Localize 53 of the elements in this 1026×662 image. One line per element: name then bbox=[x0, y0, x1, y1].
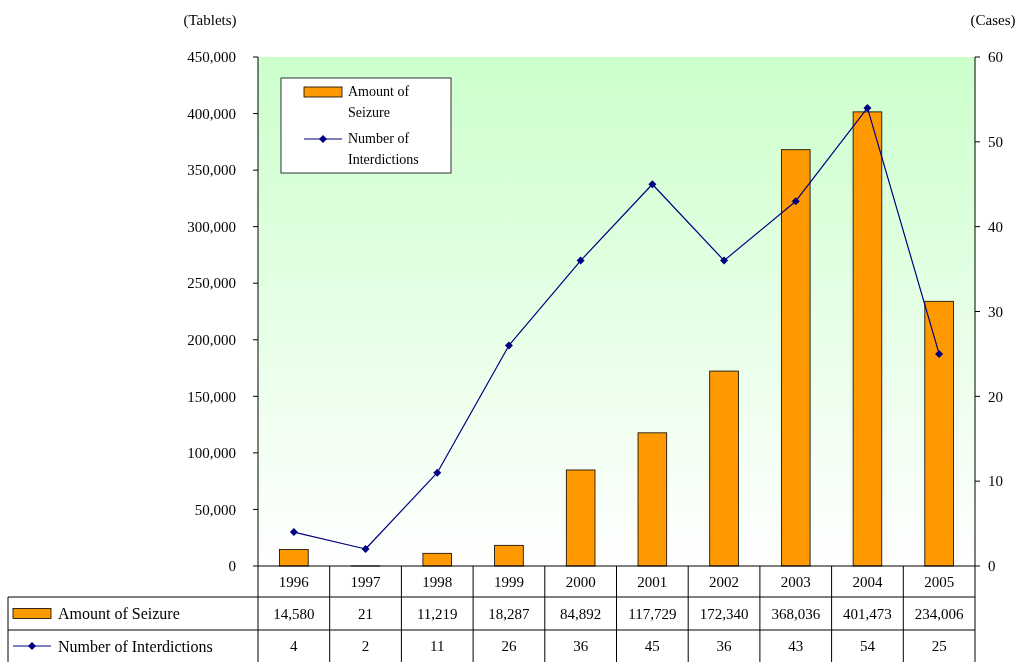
data-label: 18,287 bbox=[488, 605, 531, 622]
y2-tick-label: 60 bbox=[988, 49, 1003, 66]
y-axis-title: (Tablets) bbox=[183, 12, 237, 29]
y2-tick-label: 0 bbox=[988, 558, 996, 575]
y2-tick-label: 30 bbox=[988, 303, 1003, 320]
x-tick-label: 1997 bbox=[350, 573, 382, 590]
data-label: 25 bbox=[931, 638, 947, 655]
data-label: 26 bbox=[501, 638, 517, 655]
text: Amount of Seizure bbox=[58, 605, 180, 623]
y2-tick-label: 20 bbox=[988, 388, 1003, 405]
y2-axis-title: (Cases) bbox=[970, 12, 1016, 29]
y-tick-label: 0 bbox=[228, 558, 236, 575]
x-tick-label: 2002 bbox=[709, 573, 740, 590]
data-label: 14,580 bbox=[273, 605, 315, 622]
x-tick-label: 2003 bbox=[780, 573, 811, 590]
x-tick-label: 1998 bbox=[422, 573, 453, 590]
x-tick-label: 2005 bbox=[924, 573, 955, 590]
legend-label: Amount of Seizure bbox=[348, 84, 410, 120]
y-tick-label: 250,000 bbox=[187, 275, 236, 292]
data-label: 11,219 bbox=[416, 605, 458, 622]
y-tick-label: 100,000 bbox=[187, 445, 236, 462]
data-label: 401,473 bbox=[843, 605, 892, 622]
y-tick-label: 300,000 bbox=[187, 218, 236, 235]
x-tick-label: 2004 bbox=[852, 573, 883, 590]
data-label: 368,036 bbox=[771, 605, 821, 622]
data-label: 45 bbox=[644, 638, 660, 655]
y-tick-label: 50,000 bbox=[194, 501, 236, 518]
legend-label: Number of Interdictions bbox=[348, 131, 419, 167]
data-label: 117,729 bbox=[628, 605, 677, 622]
y-tick-label: 150,000 bbox=[187, 388, 236, 405]
x-tick-label: 2001 bbox=[637, 573, 668, 590]
x-tick-label: 1996 bbox=[278, 573, 310, 590]
x-tick-label: 2000 bbox=[565, 573, 596, 590]
data-label: 21 bbox=[358, 605, 374, 622]
x-tick-label: 1999 bbox=[493, 573, 524, 590]
data-label: 234,006 bbox=[914, 605, 965, 622]
data-label: 36 bbox=[573, 638, 589, 655]
data-label: 43 bbox=[788, 638, 804, 655]
y-tick-label: 350,000 bbox=[187, 162, 236, 179]
data-label: 172,340 bbox=[699, 605, 749, 622]
y2-tick-label: 40 bbox=[988, 218, 1003, 235]
y2-tick-label: 10 bbox=[988, 473, 1003, 490]
data-label: 11 bbox=[430, 638, 445, 655]
data-label: 2 bbox=[361, 638, 370, 655]
data-label: 36 bbox=[716, 638, 733, 655]
data-label: 84,892 bbox=[560, 605, 602, 622]
y-tick-label: 450,000 bbox=[187, 49, 236, 66]
data-label: 54 bbox=[859, 638, 876, 655]
y2-tick-label: 50 bbox=[988, 134, 1003, 151]
text: Number of Interdictions bbox=[58, 637, 213, 655]
y-tick-label: 200,000 bbox=[187, 332, 236, 349]
y-tick-label: 400,000 bbox=[187, 105, 236, 122]
data-label: 4 bbox=[290, 638, 299, 655]
